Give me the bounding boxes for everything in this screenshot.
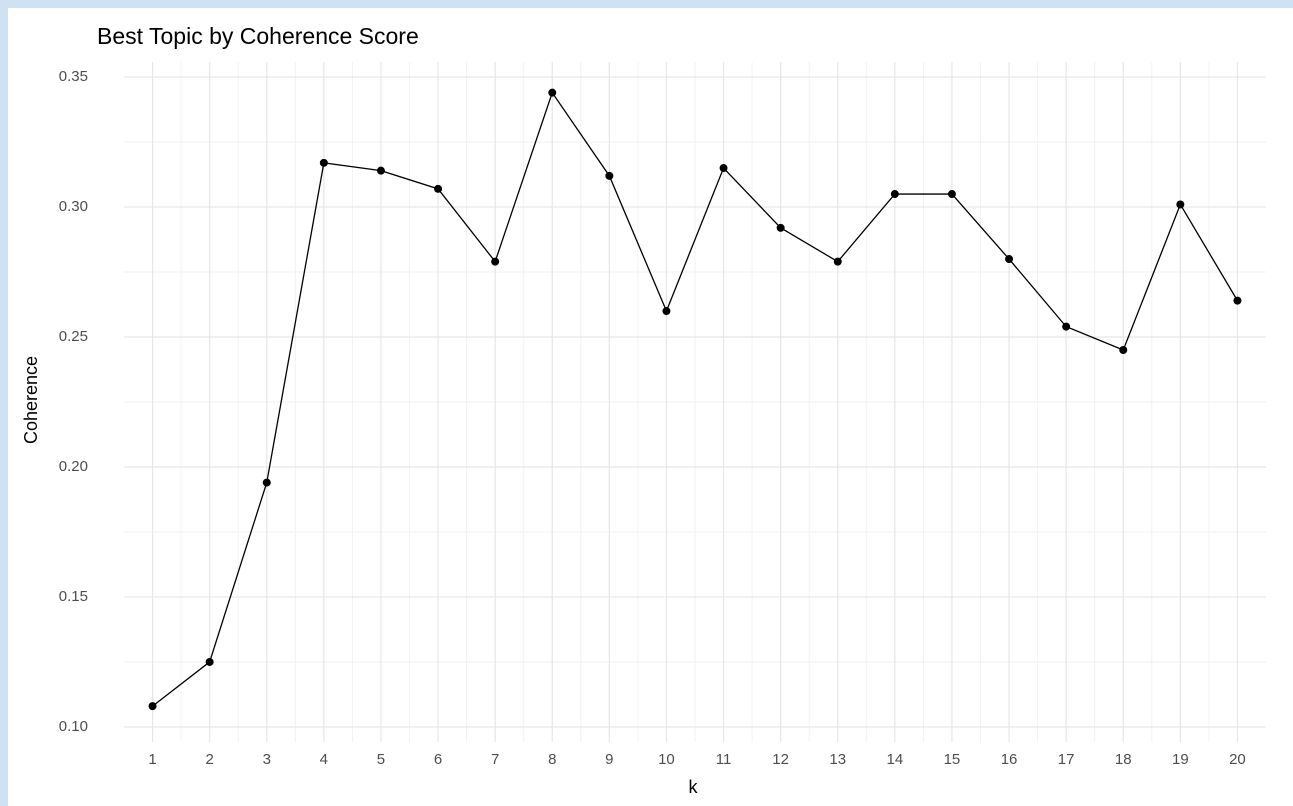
x-tick-label: 1 <box>148 751 156 768</box>
chart-title: Best Topic by Coherence Score <box>97 23 419 49</box>
point <box>776 223 785 232</box>
point <box>1233 296 1242 305</box>
point <box>205 657 214 666</box>
x-tick-label: 19 <box>1172 751 1189 768</box>
x-tick-label: 14 <box>887 751 904 768</box>
x-tick-label: 7 <box>491 751 499 768</box>
point <box>148 702 157 711</box>
x-axis-title: k <box>689 777 699 797</box>
x-tick-label: 20 <box>1229 751 1246 768</box>
y-tick-label: 0.10 <box>59 718 88 735</box>
chart-frame <box>8 8 1293 806</box>
point <box>1176 200 1185 209</box>
point <box>947 190 956 199</box>
point <box>833 257 842 266</box>
x-tick-label: 15 <box>944 751 961 768</box>
point <box>1119 346 1128 355</box>
x-tick-label: 3 <box>263 751 271 768</box>
line <box>152 91 1239 707</box>
x-tick-label: 12 <box>772 751 789 768</box>
y-tick-label: 0.15 <box>59 588 88 605</box>
x-tick-label: 8 <box>548 751 556 768</box>
point <box>890 190 899 199</box>
x-tick-label: 18 <box>1115 751 1132 768</box>
x-tick-label: 13 <box>829 751 846 768</box>
point <box>605 171 614 180</box>
point <box>434 184 443 193</box>
point <box>319 158 328 167</box>
x-tick-label: 17 <box>1058 751 1075 768</box>
point <box>491 257 500 266</box>
point <box>662 307 671 316</box>
y-tick-label: 0.30 <box>59 198 88 215</box>
point <box>1062 322 1071 331</box>
y-axis-title: Coherence <box>21 356 41 444</box>
point <box>262 478 271 487</box>
x-tick-label: 16 <box>1001 751 1018 768</box>
x-tick-label: 5 <box>377 751 385 768</box>
x-tick-label: 6 <box>434 751 442 768</box>
y-tick-label: 0.20 <box>59 458 88 475</box>
point <box>1005 255 1014 264</box>
x-tick-label: 10 <box>658 751 675 768</box>
x-tick-label: 9 <box>605 751 613 768</box>
x-tick-label: 11 <box>716 751 732 768</box>
point <box>376 166 385 175</box>
y-tick-label: 0.25 <box>59 328 88 345</box>
y-tick-label: 0.35 <box>59 68 88 85</box>
x-tick-label: 2 <box>205 751 213 768</box>
x-tick-label: 4 <box>320 751 328 768</box>
point <box>719 164 728 173</box>
point <box>548 88 557 97</box>
